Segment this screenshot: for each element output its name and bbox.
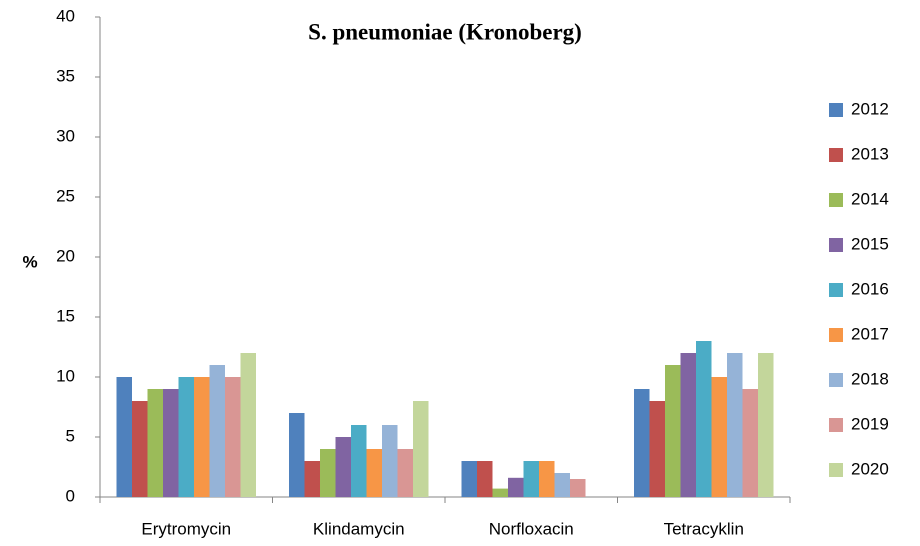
legend-label: 2020 xyxy=(851,459,889,478)
x-tick-label: Norfloxacin xyxy=(489,519,574,538)
bar xyxy=(711,377,727,497)
y-tick-label: 10 xyxy=(56,366,75,385)
bar xyxy=(335,437,351,497)
bar xyxy=(320,449,336,497)
x-tick-label: Tetracyklin xyxy=(664,519,744,538)
bar xyxy=(397,449,413,497)
bar xyxy=(461,461,477,497)
legend-label: 2014 xyxy=(851,189,889,208)
y-tick-label: 20 xyxy=(56,246,75,265)
bar xyxy=(742,389,758,497)
legend-label: 2012 xyxy=(851,99,889,118)
bar xyxy=(727,353,743,497)
y-axis-label: % xyxy=(22,252,37,271)
bar xyxy=(289,413,305,497)
bar xyxy=(758,353,774,497)
y-tick-label: 40 xyxy=(56,6,75,25)
bar xyxy=(413,401,429,497)
x-tick-label: Klindamycin xyxy=(313,519,405,538)
bar xyxy=(665,365,681,497)
legend-swatch xyxy=(829,418,843,432)
bar xyxy=(696,341,712,497)
bar xyxy=(209,365,225,497)
chart-title: S. pneumoniae (Kronoberg) xyxy=(308,19,582,44)
bar xyxy=(178,377,194,497)
y-tick-label: 25 xyxy=(56,186,75,205)
legend-label: 2017 xyxy=(851,324,889,343)
y-tick-label: 5 xyxy=(66,426,75,445)
bar xyxy=(240,353,256,497)
bar xyxy=(539,461,555,497)
bar xyxy=(382,425,398,497)
legend-label: 2013 xyxy=(851,144,889,163)
bar xyxy=(554,473,570,497)
bar xyxy=(477,461,493,497)
bar xyxy=(225,377,241,497)
bar xyxy=(147,389,163,497)
y-tick-label: 0 xyxy=(66,486,75,505)
bar xyxy=(132,401,148,497)
bar xyxy=(492,488,508,497)
bar xyxy=(508,477,524,497)
legend-label: 2019 xyxy=(851,414,889,433)
x-tick-label: Erytromycin xyxy=(141,519,231,538)
y-tick-label: 35 xyxy=(56,66,75,85)
bar xyxy=(634,389,650,497)
legend-swatch xyxy=(829,283,843,297)
bar xyxy=(680,353,696,497)
y-tick-label: 15 xyxy=(56,306,75,325)
bar xyxy=(304,461,320,497)
legend-label: 2015 xyxy=(851,234,889,253)
legend-swatch xyxy=(829,103,843,117)
legend-swatch xyxy=(829,193,843,207)
bar xyxy=(194,377,210,497)
legend-swatch xyxy=(829,463,843,477)
legend-swatch xyxy=(829,373,843,387)
bar xyxy=(163,389,179,497)
legend-swatch xyxy=(829,148,843,162)
legend-label: 2018 xyxy=(851,369,889,388)
legend-label: 2016 xyxy=(851,279,889,298)
bar xyxy=(523,461,539,497)
bar xyxy=(649,401,665,497)
bar xyxy=(570,479,586,497)
bar xyxy=(366,449,382,497)
legend-swatch xyxy=(829,238,843,252)
legend-swatch xyxy=(829,328,843,342)
bar xyxy=(351,425,367,497)
bar xyxy=(116,377,132,497)
y-tick-label: 30 xyxy=(56,126,75,145)
